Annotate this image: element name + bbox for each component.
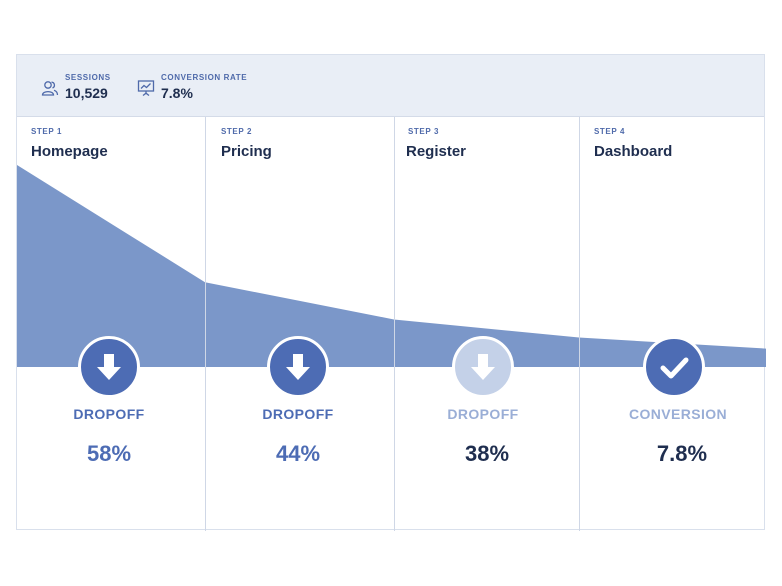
column-divider (205, 117, 206, 531)
step-1-number: STEP 1 (31, 127, 63, 136)
conversion-rate-label: CONVERSION RATE (161, 73, 248, 82)
step-1-metric-value: 58% (86, 441, 132, 466)
arrow-down-icon (286, 354, 310, 380)
sessions-value: 10,529 (65, 85, 108, 101)
step-1-name: Homepage (31, 143, 108, 160)
funnel-area (17, 165, 766, 367)
step-4-metric-value: 7.8% (656, 441, 708, 466)
column-divider (579, 117, 580, 531)
step-3-number: STEP 3 (408, 127, 440, 136)
step-4-metric-label: CONVERSION (628, 406, 728, 422)
step-4-badge (643, 336, 705, 398)
step-3-badge (452, 336, 514, 398)
step-4-name: Dashboard (594, 143, 673, 160)
step-3-metric-value: 38% (464, 441, 510, 466)
conversion-rate-value: 7.8% (161, 85, 193, 101)
column-divider (394, 117, 395, 531)
step-2-metric-label: DROPOFF (262, 406, 334, 422)
funnel-card: SESSIONS 10,529 CONVERSION RATE 7.8% STE… (16, 54, 766, 531)
step-1-metric-label: DROPOFF (73, 406, 145, 422)
step-2-number: STEP 2 (221, 127, 253, 136)
step-4-number: STEP 4 (594, 127, 626, 136)
step-3-name: Register (406, 143, 467, 160)
step-2-badge (267, 336, 329, 398)
users-icon (41, 81, 59, 96)
step-2-metric-value: 44% (275, 441, 321, 466)
step-2-name: Pricing (221, 143, 272, 160)
presentation-chart-icon (137, 80, 155, 97)
step-3-metric-label: DROPOFF (447, 406, 519, 422)
step-1-badge (78, 336, 140, 398)
summary-bar: SESSIONS 10,529 CONVERSION RATE 7.8% (17, 55, 764, 117)
checkmark-icon (660, 357, 689, 379)
arrow-down-icon (97, 354, 121, 380)
arrow-down-icon (471, 354, 495, 380)
sessions-label: SESSIONS (65, 73, 111, 82)
funnel-chart (17, 165, 766, 367)
